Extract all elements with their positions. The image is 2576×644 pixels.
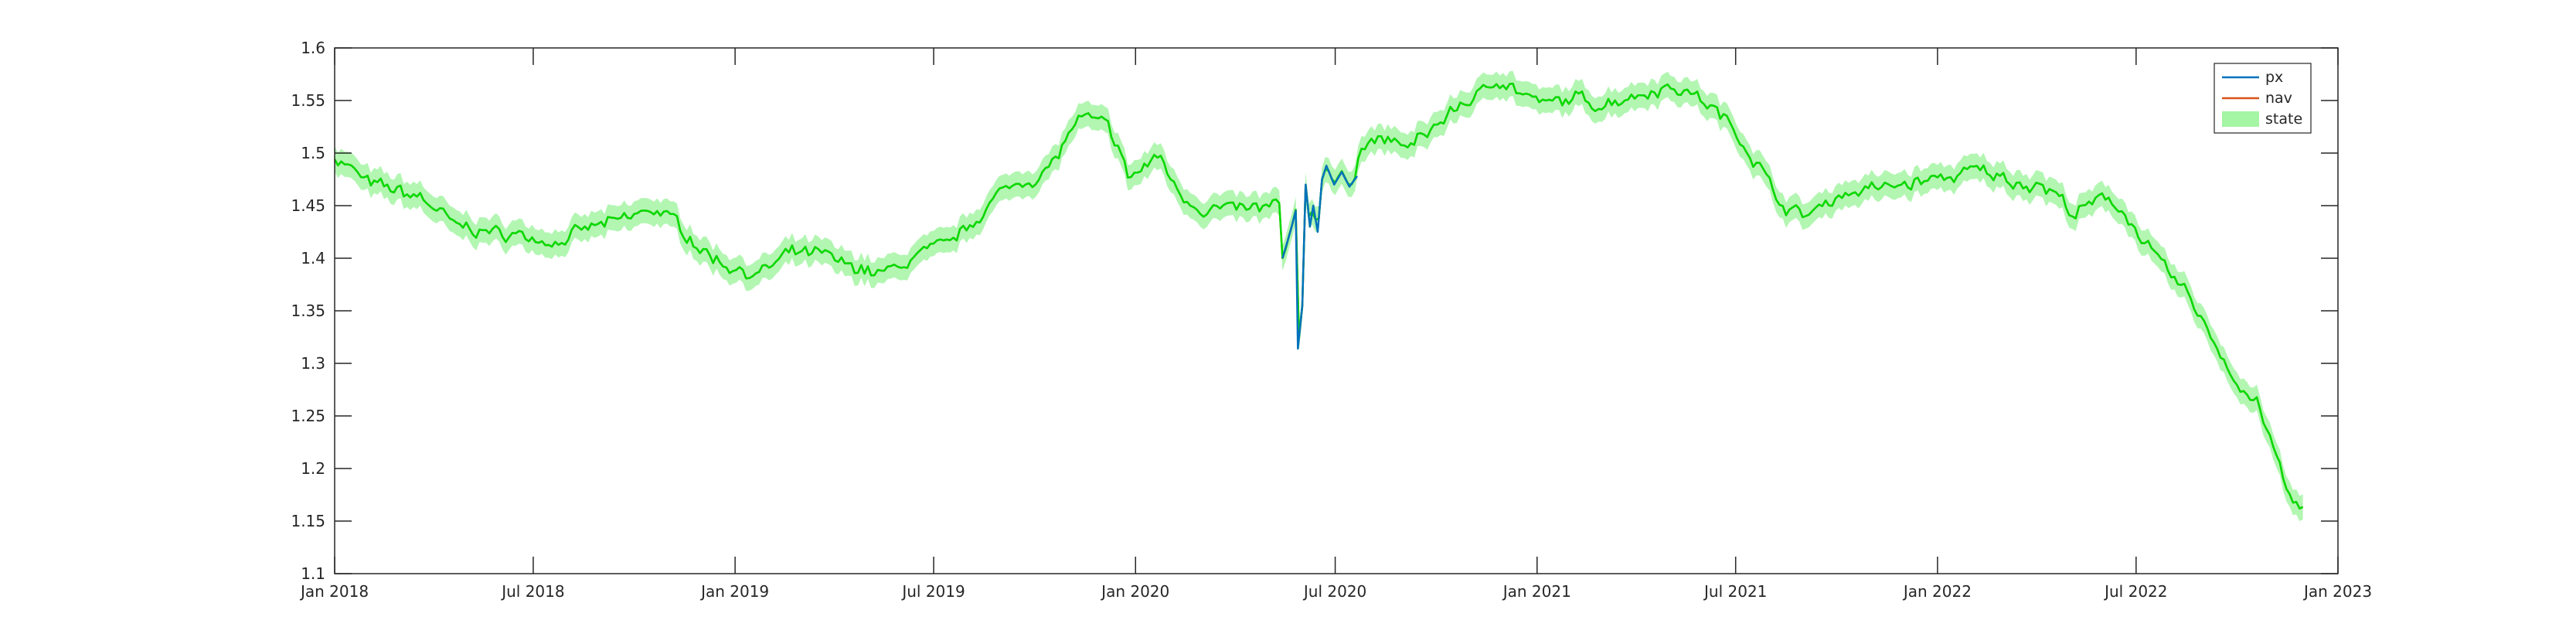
- nav-line: [333, 82, 2304, 509]
- legend-label-nav: nav: [2265, 90, 2292, 107]
- y-tick-label: 1.15: [291, 512, 325, 530]
- x-tick-label: Jul 2018: [500, 582, 564, 601]
- plot-area-border: [334, 47, 2339, 574]
- y-tick-label: 1.35: [291, 302, 325, 320]
- series-lines-group: [333, 82, 2304, 509]
- y-tick-label: 1.1: [301, 564, 325, 583]
- px-line: [1281, 165, 1359, 350]
- x-tick-label: Jul 2022: [2103, 582, 2167, 601]
- y-axis: 1.1 1.15 1.2 1.25 1.3 1.35 1.4 1.45 1.5 1.55 1.6: [291, 39, 2338, 583]
- x-tick-label: Jan 2019: [699, 582, 769, 601]
- x-tick-label: Jan 2021: [1502, 582, 1571, 601]
- legend-label-state: state: [2265, 111, 2302, 128]
- state-band-group: [335, 70, 2303, 521]
- state-line: [333, 82, 2304, 509]
- y-tick-label: 1.6: [301, 39, 325, 57]
- x-tick-label: Jan 2023: [2302, 582, 2372, 601]
- y-tick-label: 1.3: [301, 354, 325, 373]
- legend: px nav state: [2214, 63, 2312, 134]
- x-tick-label: Jan 2022: [1902, 582, 1972, 601]
- x-tick-label: Jan 2018: [299, 582, 369, 601]
- x-tick-label: Jul 2019: [900, 582, 965, 601]
- legend-swatch-state: [2222, 111, 2259, 127]
- y-tick-label: 1.55: [291, 91, 325, 110]
- x-tick-label: Jul 2021: [1703, 582, 1767, 601]
- y-tick-label: 1.5: [301, 144, 325, 162]
- y-tick-label: 1.25: [291, 407, 325, 425]
- state-band: [335, 70, 2303, 521]
- x-tick-label: Jan 2020: [1100, 582, 1169, 601]
- x-axis: Jan 2018 Jul 2018 Jan 2019 Jul 2019 Jan 2020…: [299, 48, 2372, 601]
- x-tick-label: Jul 2020: [1302, 582, 1366, 601]
- legend-label-px: px: [2265, 69, 2283, 86]
- y-tick-label: 1.2: [301, 459, 325, 478]
- y-tick-label: 1.4: [301, 249, 325, 267]
- y-tick-label: 1.45: [291, 196, 325, 215]
